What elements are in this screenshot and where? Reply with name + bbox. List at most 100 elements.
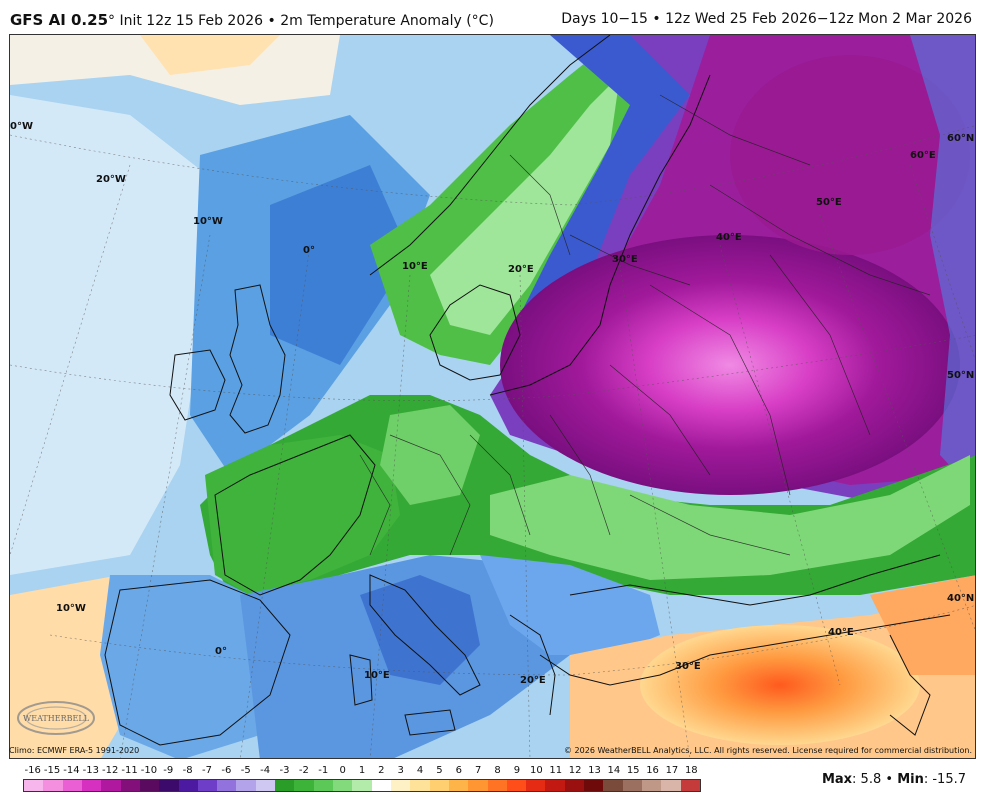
colorbar-swatch bbox=[371, 780, 391, 791]
colorbar-swatch bbox=[429, 780, 449, 791]
colorbar-swatch bbox=[390, 780, 411, 791]
cold-anomaly-north bbox=[730, 55, 970, 255]
atlantic-west-pale bbox=[10, 95, 220, 575]
colorbar-tick-label: -13 bbox=[82, 765, 99, 776]
colorbar-legend: -16 -15 -14 -13 -12 -11 -10 -9 -8 -7 -6 -5 -4 -3 -2 -1 0… bbox=[23, 765, 701, 793]
colorbar-swatch bbox=[622, 780, 642, 791]
colorbar-tick-label: 11 bbox=[549, 765, 563, 776]
colorbar-swatch bbox=[43, 780, 63, 791]
colorbar-swatch bbox=[120, 780, 140, 791]
east-blue-edge bbox=[910, 35, 975, 493]
colorbar-tick-label: 13 bbox=[588, 765, 601, 776]
colorbar-tick-label: -15 bbox=[43, 765, 61, 776]
weatherbell-logo: WEATHERBELL bbox=[17, 701, 95, 735]
label-lon-20e-lower: 20°E bbox=[520, 675, 546, 686]
label-lon-0-lower: 0° bbox=[215, 646, 227, 657]
caspian-warm bbox=[870, 575, 975, 675]
colorbar-tick-label: 8 bbox=[494, 765, 501, 776]
colorbar-tick-label: -8 bbox=[182, 765, 193, 776]
colorbar-swatch bbox=[333, 780, 353, 791]
colorbar-tick-label: -14 bbox=[63, 765, 80, 776]
colorbar-swatch bbox=[294, 780, 314, 791]
colorbar-swatch bbox=[217, 780, 237, 791]
colorbar-swatch bbox=[24, 780, 44, 791]
colorbar-swatch bbox=[468, 780, 488, 791]
country-borders bbox=[359, 94, 931, 556]
map-canvas: 0°W 20°W 10°W 0° 10°E 20°E 30°E 40°E 50°… bbox=[10, 35, 975, 758]
colorbar-tick-label: 2 bbox=[378, 765, 385, 776]
init-time: Init 12z 15 Feb 2026 bbox=[119, 13, 264, 29]
climo-note: Climo: ECMWF ERA-5 1991-2020 bbox=[9, 746, 140, 755]
atlantic-northwest-peach bbox=[140, 35, 280, 75]
colorbar-swatch bbox=[564, 780, 585, 791]
colorbar-tick-label: 9 bbox=[513, 765, 521, 776]
colorbar-tick-label: -10 bbox=[140, 765, 158, 776]
colorbar-tick-label: 16 bbox=[646, 765, 659, 776]
colorbar-tick-label: 7 bbox=[475, 765, 482, 776]
label-lon-10e-upper: 10°E bbox=[402, 261, 428, 272]
label-lat-50n: 50°N bbox=[947, 370, 974, 381]
colorbar-swatch bbox=[197, 780, 218, 791]
model-name: GFS AI 0.25 bbox=[10, 11, 109, 29]
colorbar-swatch bbox=[487, 780, 507, 791]
balkans-green-band bbox=[490, 455, 970, 580]
label-lon-60e: 60°E bbox=[910, 150, 936, 161]
colorbar-swatch bbox=[236, 780, 256, 791]
colorbar-swatch bbox=[545, 780, 565, 791]
colorbar-swatch bbox=[448, 780, 469, 791]
colorbar-tick-label: 18 bbox=[684, 765, 698, 776]
colorbar-tick-label: 4 bbox=[416, 765, 424, 776]
colorbar-tick-label: 3 bbox=[397, 765, 404, 776]
colorbar-tick-label: -11 bbox=[121, 765, 138, 776]
colorbar-swatch bbox=[584, 780, 604, 791]
colorbar-swatch bbox=[159, 780, 179, 791]
colorbar-tick-label: 5 bbox=[436, 765, 443, 776]
logo-text: WEATHERBELL bbox=[23, 714, 90, 723]
colorbar-swatch bbox=[352, 780, 372, 791]
label-lon-20e-upper: 20°E bbox=[508, 264, 534, 275]
colorbar-swatch bbox=[101, 780, 121, 791]
title-bullet: • bbox=[267, 13, 276, 29]
valid-period: Days 10−15 • 12z Wed 25 Feb 2026−12z Mon… bbox=[561, 11, 972, 27]
colorbar-tick-label: -16 bbox=[24, 765, 41, 776]
max-value: : 5.8 bbox=[852, 772, 882, 787]
header: GFS AI 0.25° Init 12z 15 Feb 2026 • 2m T… bbox=[0, 0, 984, 34]
colorbar-tick-label: 0 bbox=[339, 765, 346, 776]
label-lat-60n: 60°N bbox=[947, 133, 974, 144]
north-blue-band bbox=[510, 35, 730, 335]
colorbar-tick-label: -3 bbox=[279, 765, 290, 776]
colorbar-tick-label: 15 bbox=[626, 765, 640, 776]
colorbar-swatch bbox=[661, 780, 681, 791]
max-label: Max bbox=[821, 772, 853, 787]
colorbar-swatch bbox=[313, 780, 333, 791]
colorbar-tick-label: 10 bbox=[529, 765, 543, 776]
label-lat-40n: 40°N bbox=[947, 593, 974, 604]
italy-deep-blue bbox=[360, 575, 480, 685]
label-lon-0w-top: 0°W bbox=[10, 121, 33, 132]
anomaly-map[interactable]: 0°W 20°W 10°W 0° 10°E 20°E 30°E 40°E 50°… bbox=[9, 34, 976, 759]
min-label: Min bbox=[897, 772, 924, 787]
label-lon-30e-lower: 30°E bbox=[675, 661, 701, 672]
colorbar-labels: -16 -15 -14 -13 -12 -11 -10 -9 -8 -7 -6 -5 -4 -3 -2 -1 0… bbox=[23, 765, 701, 779]
colorbar-swatch bbox=[506, 780, 527, 791]
colorbar-tick-label: 6 bbox=[455, 765, 463, 776]
colorbar-tick-label: -5 bbox=[240, 765, 251, 776]
map-title: GFS AI 0.25° Init 12z 15 Feb 2026 • 2m T… bbox=[10, 11, 494, 29]
label-lon-20w: 20°W bbox=[96, 174, 126, 185]
label-lon-50e: 50°E bbox=[816, 197, 842, 208]
colorbar-strip bbox=[23, 779, 701, 792]
colorbar-swatch bbox=[526, 780, 546, 791]
balkans-blue bbox=[480, 555, 660, 655]
colorbar-swatch bbox=[642, 780, 662, 791]
colorbar-swatch bbox=[603, 780, 623, 791]
colorbar-tick-label: -2 bbox=[298, 765, 309, 776]
scandinavia-light bbox=[430, 75, 620, 335]
colorbar-tick-label: -9 bbox=[163, 765, 174, 776]
colorbar-swatch bbox=[139, 780, 160, 791]
min-value: : -15.7 bbox=[923, 772, 966, 787]
colorbar-tick-label: -6 bbox=[221, 765, 232, 776]
label-lon-40e-lower: 40°E bbox=[828, 627, 854, 638]
label-lon-30e-upper: 30°E bbox=[612, 254, 638, 265]
label-lon-10w-lower: 10°W bbox=[56, 603, 86, 614]
colorbar-tick-label: 17 bbox=[665, 765, 679, 776]
